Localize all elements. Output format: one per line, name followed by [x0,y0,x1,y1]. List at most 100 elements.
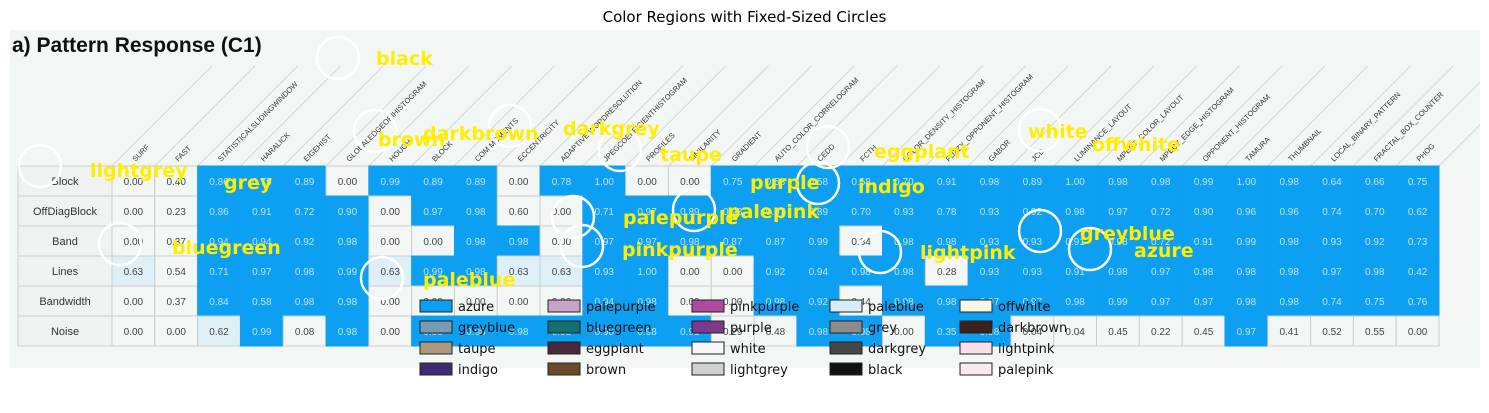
region-label: taupe [660,144,722,166]
header-guide-line [454,65,555,167]
region-circle [359,255,405,301]
cell-value: 0.87 [723,237,743,248]
cell-value: 0.37 [166,297,186,308]
cell-value: 0.98 [1108,237,1128,248]
cell-value: 0.63 [381,267,401,278]
cell-value: 0.70 [894,177,914,188]
cell-value: 0.99 [1108,297,1128,308]
cell-value: 0.55 [1365,327,1385,338]
cell-value: 0.45 [1108,327,1128,338]
cell-value: 0.89 [1023,177,1043,188]
heatmap-cell [1053,285,1098,317]
cell-value: 0.75 [1365,297,1385,308]
cell-value: 0.98 [937,237,957,248]
region-label: indigo [858,176,925,198]
cell-value: 0.48 [766,327,786,338]
heatmap-cell [1267,165,1312,197]
cell-value: 0.98 [595,327,615,338]
cell-value: 0.93 [980,207,1000,218]
cell-value: 0.97 [637,237,657,248]
header-guide-line [496,65,598,167]
heatmap-cell [924,165,969,197]
heatmap-cell [496,225,541,257]
heatmap-cell [411,165,455,197]
header-guide-line [154,65,256,167]
row-label: Block [52,176,79,188]
cell-value: 0.87 [766,237,786,248]
heatmap-cell [239,165,284,197]
cell-value: 0.94 [252,237,272,248]
region-label: bluegreen [172,237,281,259]
cell-value: 0.92 [1365,237,1385,248]
header-guide-line [240,65,341,167]
cell-value: 0.00 [423,237,443,248]
heatmap-cell [796,225,841,257]
region-circle [857,229,903,275]
header-guide-line [1139,65,1240,167]
heatmap-cell [582,285,627,317]
cell-value: 0.90 [1194,207,1214,218]
cell-value: 0.89 [809,207,829,218]
region-circle [550,194,596,240]
heatmap-cell [924,225,969,257]
cell-value: 0.91 [937,177,957,188]
cell-value: 0.91 [1065,267,1085,278]
cell-value: 0.91 [680,327,700,338]
region-label: brown [378,129,445,151]
cell-value: 0.58 [252,297,272,308]
heatmap-cell [1395,225,1440,257]
heatmap-cell [582,315,627,347]
heatmap-cell [282,165,327,197]
cell-value: 0.75 [252,177,272,188]
header-guide-line [111,65,213,167]
cell-value: 0.00 [338,177,358,188]
cell-value: 0.00 [637,177,657,188]
column-label: LOCAL_BINARY_PATTERN [1329,90,1402,163]
cell-value: 0.98 [295,267,315,278]
heatmap-cell [710,255,755,287]
cell-value: 0.45 [1194,327,1214,338]
region-circle [559,223,605,269]
heatmap-svg: a) Pattern Response (C1) Block OffDiagBloc… [12,34,1480,347]
header-guide-line [1395,81,1480,167]
heatmap-cell [111,195,156,227]
heatmap-cell [1395,255,1440,287]
region-circle [805,124,851,170]
cell-value: 0.97 [766,207,786,218]
cell-value: 1.00 [1065,177,1085,188]
cell-value: 0.70 [851,207,871,218]
cell-value: 0.97 [1322,267,1342,278]
cell-value: 0.00 [423,297,443,308]
cell-value: 0.52 [1322,327,1342,338]
heatmap-cell [1096,225,1140,257]
cell-value: 0.00 [124,177,144,188]
cell-value: 0.93 [1023,237,1043,248]
heatmap-cell [496,165,541,197]
heatmap-cell [1267,315,1312,347]
heatmap-cell [496,195,541,227]
heatmap-cell [453,165,498,197]
heatmap-cell [1138,165,1183,197]
cell-value: 0.98 [466,237,486,248]
header-guide-line [710,65,812,167]
cell-value: 0.92 [809,297,829,308]
cell-value: 0.98 [466,207,486,218]
region-circle [1017,208,1063,254]
cell-value: 0.98 [851,327,871,338]
header-guide-line [1224,65,1326,167]
cell-value: 0.74 [1322,297,1342,308]
heatmap-cell [1096,255,1140,287]
cell-value: 0.89 [466,177,486,188]
cell-value: 0.71 [595,207,615,218]
heatmap-cell [1053,315,1098,347]
cell-value: 0.93 [1023,267,1043,278]
cell-value: 0.99 [338,267,358,278]
heatmap-cell [325,315,370,347]
heatmap-cell [1267,255,1312,287]
cell-value: 0.98 [937,297,957,308]
cell-value: 0.08 [295,327,315,338]
heatmap-cell [839,195,884,227]
cell-value: 0.58 [809,177,829,188]
heatmap-cell [539,195,584,227]
cell-value: 0.98 [894,297,914,308]
